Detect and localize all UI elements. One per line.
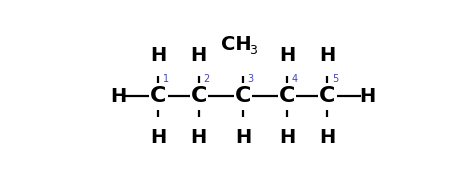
Text: 5: 5: [332, 74, 338, 84]
Text: 3: 3: [249, 44, 257, 57]
Text: H: H: [191, 46, 207, 65]
Text: H: H: [319, 46, 336, 65]
Text: H: H: [110, 87, 126, 106]
Text: 1: 1: [163, 74, 169, 84]
Text: H: H: [235, 128, 251, 147]
Text: H: H: [360, 87, 376, 106]
Text: H: H: [319, 128, 336, 147]
Text: H: H: [150, 128, 166, 147]
Text: H: H: [279, 46, 295, 65]
Text: 4: 4: [292, 74, 298, 84]
Text: C: C: [150, 87, 167, 106]
Text: C: C: [279, 87, 295, 106]
Text: 3: 3: [247, 74, 254, 84]
Text: C: C: [235, 87, 251, 106]
Text: CH: CH: [221, 36, 252, 54]
Text: H: H: [191, 128, 207, 147]
Text: H: H: [279, 128, 295, 147]
Text: C: C: [319, 87, 336, 106]
Text: H: H: [150, 46, 166, 65]
Text: C: C: [191, 87, 207, 106]
Text: 2: 2: [203, 74, 210, 84]
